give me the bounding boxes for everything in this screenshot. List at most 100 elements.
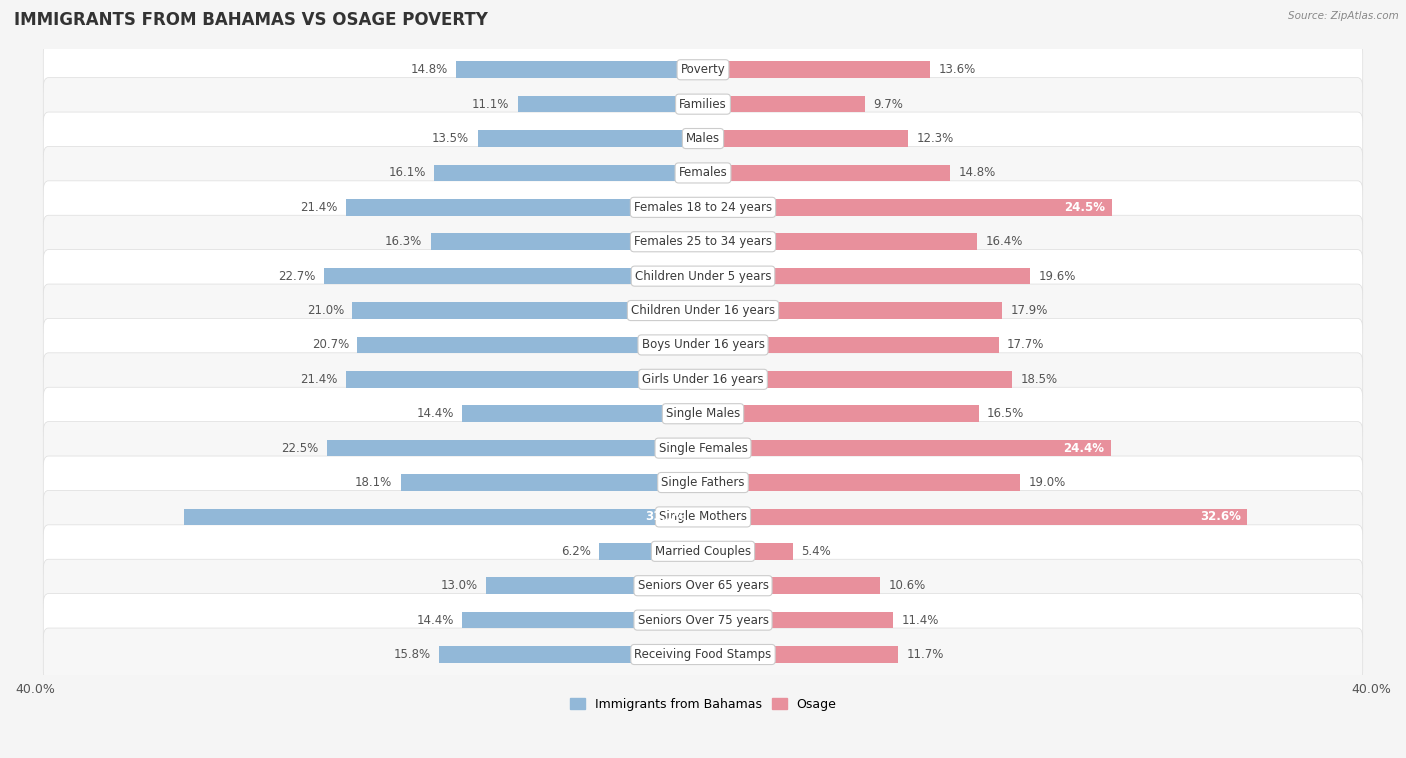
Text: Children Under 5 years: Children Under 5 years [634,270,772,283]
Bar [703,233,977,250]
Bar [434,164,703,181]
Text: Single Fathers: Single Fathers [661,476,745,489]
Text: 21.4%: 21.4% [299,373,337,386]
Bar [401,475,703,490]
FancyBboxPatch shape [44,43,1362,96]
Bar [328,440,703,456]
FancyBboxPatch shape [44,525,1362,578]
Text: 6.2%: 6.2% [561,545,591,558]
Text: 24.4%: 24.4% [1063,442,1104,455]
Text: 10.6%: 10.6% [889,579,925,592]
Bar [703,612,893,628]
Text: 19.6%: 19.6% [1039,270,1076,283]
FancyBboxPatch shape [44,318,1362,371]
Text: Females: Females [679,167,727,180]
Bar [703,509,1247,525]
Text: Girls Under 16 years: Girls Under 16 years [643,373,763,386]
Bar [346,199,703,215]
Text: 11.1%: 11.1% [472,98,509,111]
Text: 14.4%: 14.4% [416,407,454,420]
Text: Poverty: Poverty [681,63,725,77]
FancyBboxPatch shape [44,249,1362,302]
Text: 11.7%: 11.7% [907,648,945,661]
Text: Source: ZipAtlas.com: Source: ZipAtlas.com [1288,11,1399,21]
Bar [357,337,703,353]
Bar [703,130,908,147]
Bar [517,96,703,112]
FancyBboxPatch shape [44,112,1362,165]
Text: 22.7%: 22.7% [278,270,315,283]
Bar [703,543,793,559]
FancyBboxPatch shape [44,284,1362,337]
Bar [463,406,703,422]
Text: 16.1%: 16.1% [388,167,426,180]
Text: 21.4%: 21.4% [299,201,337,214]
Bar [703,268,1031,284]
Bar [703,371,1012,387]
Text: 16.5%: 16.5% [987,407,1024,420]
FancyBboxPatch shape [44,215,1362,268]
Text: 14.4%: 14.4% [416,614,454,627]
Bar [703,96,865,112]
Text: 12.3%: 12.3% [917,132,955,145]
Bar [703,61,931,78]
FancyBboxPatch shape [44,181,1362,233]
Text: Married Couples: Married Couples [655,545,751,558]
FancyBboxPatch shape [44,559,1362,612]
Text: 18.1%: 18.1% [356,476,392,489]
Text: 15.8%: 15.8% [394,648,430,661]
Bar [346,371,703,387]
Text: 14.8%: 14.8% [411,63,447,77]
FancyBboxPatch shape [44,421,1362,475]
Bar [323,268,703,284]
Text: IMMIGRANTS FROM BAHAMAS VS OSAGE POVERTY: IMMIGRANTS FROM BAHAMAS VS OSAGE POVERTY [14,11,488,30]
Text: 31.1%: 31.1% [645,510,686,524]
Text: 11.4%: 11.4% [901,614,939,627]
Bar [703,440,1111,456]
FancyBboxPatch shape [44,628,1362,681]
Bar [703,337,998,353]
Bar [703,578,880,594]
Bar [703,475,1021,490]
Text: Seniors Over 65 years: Seniors Over 65 years [637,579,769,592]
Text: Families: Families [679,98,727,111]
Bar [703,199,1112,215]
Text: Receiving Food Stamps: Receiving Food Stamps [634,648,772,661]
Text: 14.8%: 14.8% [959,167,995,180]
Bar [456,61,703,78]
Text: 5.4%: 5.4% [801,545,831,558]
Text: 19.0%: 19.0% [1029,476,1066,489]
Text: 17.9%: 17.9% [1011,304,1047,317]
FancyBboxPatch shape [44,352,1362,406]
Bar [353,302,703,319]
FancyBboxPatch shape [44,146,1362,199]
Text: Single Males: Single Males [666,407,740,420]
Text: Children Under 16 years: Children Under 16 years [631,304,775,317]
Bar [703,164,950,181]
Text: 24.5%: 24.5% [1064,201,1105,214]
Text: Boys Under 16 years: Boys Under 16 years [641,338,765,352]
Text: 13.6%: 13.6% [938,63,976,77]
Bar [703,406,979,422]
Bar [486,578,703,594]
Text: 20.7%: 20.7% [312,338,349,352]
Legend: Immigrants from Bahamas, Osage: Immigrants from Bahamas, Osage [565,693,841,716]
FancyBboxPatch shape [44,490,1362,543]
Text: 9.7%: 9.7% [873,98,903,111]
Text: 16.4%: 16.4% [986,235,1022,248]
Bar [703,647,898,662]
FancyBboxPatch shape [44,594,1362,647]
Bar [463,612,703,628]
Text: Females 25 to 34 years: Females 25 to 34 years [634,235,772,248]
FancyBboxPatch shape [44,77,1362,130]
Text: Single Mothers: Single Mothers [659,510,747,524]
Text: 13.5%: 13.5% [432,132,470,145]
Bar [478,130,703,147]
Bar [439,647,703,662]
Bar [184,509,703,525]
Text: 16.3%: 16.3% [385,235,422,248]
Bar [703,302,1002,319]
Text: 32.6%: 32.6% [1199,510,1240,524]
Bar [599,543,703,559]
Text: 21.0%: 21.0% [307,304,344,317]
